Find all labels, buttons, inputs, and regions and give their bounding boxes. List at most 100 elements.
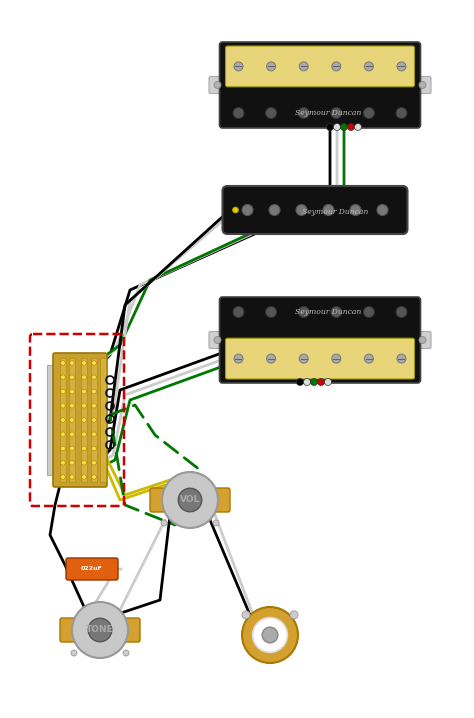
Text: 022uF: 022uF [81, 567, 103, 572]
Circle shape [91, 389, 96, 393]
Circle shape [332, 354, 341, 363]
Circle shape [91, 418, 96, 422]
Circle shape [269, 205, 280, 215]
Circle shape [327, 123, 334, 131]
Circle shape [242, 611, 250, 619]
Circle shape [242, 607, 298, 663]
Circle shape [70, 475, 74, 480]
Circle shape [419, 82, 426, 88]
Circle shape [290, 611, 298, 619]
FancyBboxPatch shape [60, 618, 140, 642]
Circle shape [82, 360, 86, 365]
Circle shape [233, 207, 238, 213]
Circle shape [61, 460, 65, 465]
FancyBboxPatch shape [219, 42, 420, 128]
FancyBboxPatch shape [66, 558, 118, 580]
Text: TONE: TONE [86, 625, 114, 635]
Circle shape [214, 82, 221, 88]
Circle shape [71, 650, 77, 656]
Circle shape [61, 446, 65, 451]
Circle shape [70, 404, 74, 408]
Circle shape [82, 446, 86, 451]
Circle shape [296, 205, 307, 215]
Circle shape [178, 488, 202, 512]
Circle shape [91, 475, 96, 480]
FancyBboxPatch shape [150, 488, 230, 512]
Circle shape [331, 108, 342, 118]
Circle shape [91, 404, 96, 408]
Circle shape [299, 62, 308, 71]
Circle shape [265, 307, 277, 317]
Circle shape [61, 375, 65, 380]
Circle shape [242, 205, 253, 215]
Circle shape [397, 62, 406, 71]
FancyBboxPatch shape [219, 297, 420, 383]
Circle shape [213, 520, 219, 526]
Circle shape [234, 62, 243, 71]
Bar [91, 358, 97, 482]
Circle shape [234, 354, 243, 363]
Circle shape [70, 389, 74, 393]
Circle shape [233, 307, 244, 317]
Circle shape [298, 307, 309, 317]
Circle shape [419, 337, 426, 343]
Bar [69, 358, 75, 482]
Circle shape [61, 389, 65, 393]
FancyBboxPatch shape [209, 77, 226, 93]
Circle shape [88, 618, 112, 642]
Circle shape [347, 123, 355, 131]
Circle shape [161, 520, 167, 526]
Circle shape [299, 354, 308, 363]
Circle shape [297, 378, 303, 386]
Circle shape [396, 108, 407, 118]
Circle shape [82, 389, 86, 393]
Circle shape [91, 375, 96, 380]
Circle shape [61, 360, 65, 365]
Text: Seymour Duncan: Seymour Duncan [295, 109, 361, 117]
Circle shape [266, 354, 275, 363]
Bar [81, 358, 87, 482]
Circle shape [265, 108, 277, 118]
Circle shape [332, 62, 341, 71]
Circle shape [310, 378, 318, 386]
Circle shape [323, 205, 334, 215]
Circle shape [70, 375, 74, 380]
Circle shape [266, 62, 275, 71]
Circle shape [355, 123, 362, 131]
Circle shape [396, 307, 407, 317]
Circle shape [70, 360, 74, 365]
Circle shape [70, 460, 74, 465]
Text: Seymour Duncan: Seymour Duncan [295, 308, 361, 316]
Circle shape [72, 602, 128, 658]
FancyBboxPatch shape [222, 186, 408, 234]
Circle shape [365, 354, 374, 363]
Circle shape [82, 475, 86, 480]
FancyBboxPatch shape [226, 338, 414, 379]
Circle shape [91, 360, 96, 365]
FancyBboxPatch shape [226, 46, 414, 87]
Circle shape [70, 446, 74, 451]
Circle shape [303, 378, 310, 386]
Bar [47, 365, 56, 475]
Circle shape [82, 418, 86, 422]
Circle shape [214, 337, 221, 343]
Circle shape [331, 307, 342, 317]
Circle shape [91, 432, 96, 437]
Text: Seymour Duncan: Seymour Duncan [302, 208, 368, 216]
Circle shape [364, 108, 374, 118]
Circle shape [350, 205, 361, 215]
Circle shape [397, 354, 406, 363]
Circle shape [70, 432, 74, 437]
Circle shape [187, 520, 193, 526]
Circle shape [82, 460, 86, 465]
FancyBboxPatch shape [53, 353, 107, 487]
FancyBboxPatch shape [209, 332, 226, 348]
Circle shape [61, 432, 65, 437]
Circle shape [91, 446, 96, 451]
Circle shape [325, 378, 331, 386]
Circle shape [340, 123, 347, 131]
Circle shape [61, 404, 65, 408]
FancyBboxPatch shape [414, 332, 431, 348]
Circle shape [82, 404, 86, 408]
Circle shape [365, 62, 374, 71]
